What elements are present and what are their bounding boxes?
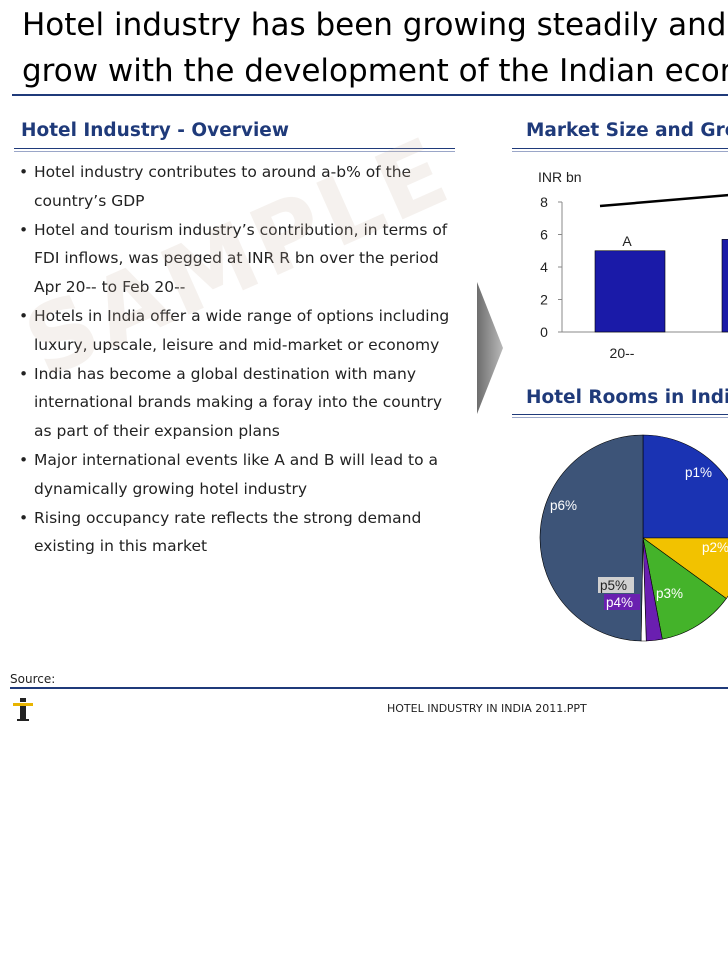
bar [594, 250, 666, 333]
overview-rule [14, 148, 455, 149]
footer-divider [10, 687, 728, 689]
y-tick-label: 2 [540, 292, 548, 308]
hotel-rooms-rule [512, 414, 728, 415]
market-size-heading: Market Size and Gro [526, 120, 728, 141]
bullet-item: Hotels in India offer a wide range of op… [16, 302, 456, 360]
y-tick-label: 4 [540, 259, 548, 275]
pie-slice-label: p6% [550, 498, 577, 513]
title-divider [12, 94, 728, 96]
chevron-right-icon [477, 282, 503, 414]
y-tick-label: 6 [540, 227, 548, 243]
pie-slice-label: p3% [656, 586, 683, 601]
lighthouse-logo-icon [13, 698, 33, 721]
bullet-item: Hotel industry contributes to around a-b… [16, 158, 456, 216]
pie-slice-label: p2% [702, 540, 728, 555]
pie-slice-label: p4% [606, 595, 633, 610]
y-axis-unit-label: INR bn [538, 169, 582, 185]
slide: Hotel industry has been growing steadily… [0, 0, 728, 730]
pie-slice-label: p1% [685, 465, 712, 480]
pie-slice [539, 434, 644, 642]
pie-slice [642, 434, 728, 539]
y-tick-label: 0 [540, 324, 548, 340]
title-line-1: Hotel industry has been growing steadily… [22, 7, 728, 43]
y-tick-label: 8 [540, 194, 548, 210]
source-label: Source: [10, 672, 56, 686]
bullet-item: Major international events like A and B … [16, 446, 456, 504]
hotel-rooms-heading: Hotel Rooms in India [526, 387, 728, 408]
footer-filename: HOTEL INDUSTRY IN INDIA 2011.PPT [387, 702, 587, 715]
market-size-rule [512, 148, 728, 149]
bullet-item: India has become a global destination wi… [16, 360, 456, 446]
pie-slice [642, 537, 727, 640]
bar-data-label: A [622, 233, 632, 249]
market-size-bar-chart: INR bn 0 2 4 6 8 A 20-- [538, 169, 728, 361]
overview-heading: Hotel Industry - Overview [21, 120, 289, 141]
x-category-label: 20-- [610, 345, 635, 361]
pie-slice-label: p5% [600, 578, 627, 593]
bullet-item: Hotel and tourism industry’s contributio… [16, 216, 456, 302]
pie-label-background [604, 594, 640, 610]
hotel-rooms-pie-chart: p1% p2% p3% p4% p5% p6% [539, 434, 728, 642]
trend-line [599, 193, 728, 208]
bullet-item: Rising occupancy rate reflects the stron… [16, 504, 456, 562]
overview-rule-2 [14, 151, 455, 152]
market-size-rule-2 [512, 151, 728, 152]
overview-bullets: Hotel industry contributes to around a-b… [16, 158, 456, 561]
bar [721, 239, 728, 333]
pie-label-background [598, 577, 634, 593]
slide-title: Hotel industry has been growing steadily… [22, 2, 728, 94]
title-line-2: grow with the development of the Indian … [22, 53, 728, 89]
hotel-rooms-rule-2 [512, 417, 728, 418]
